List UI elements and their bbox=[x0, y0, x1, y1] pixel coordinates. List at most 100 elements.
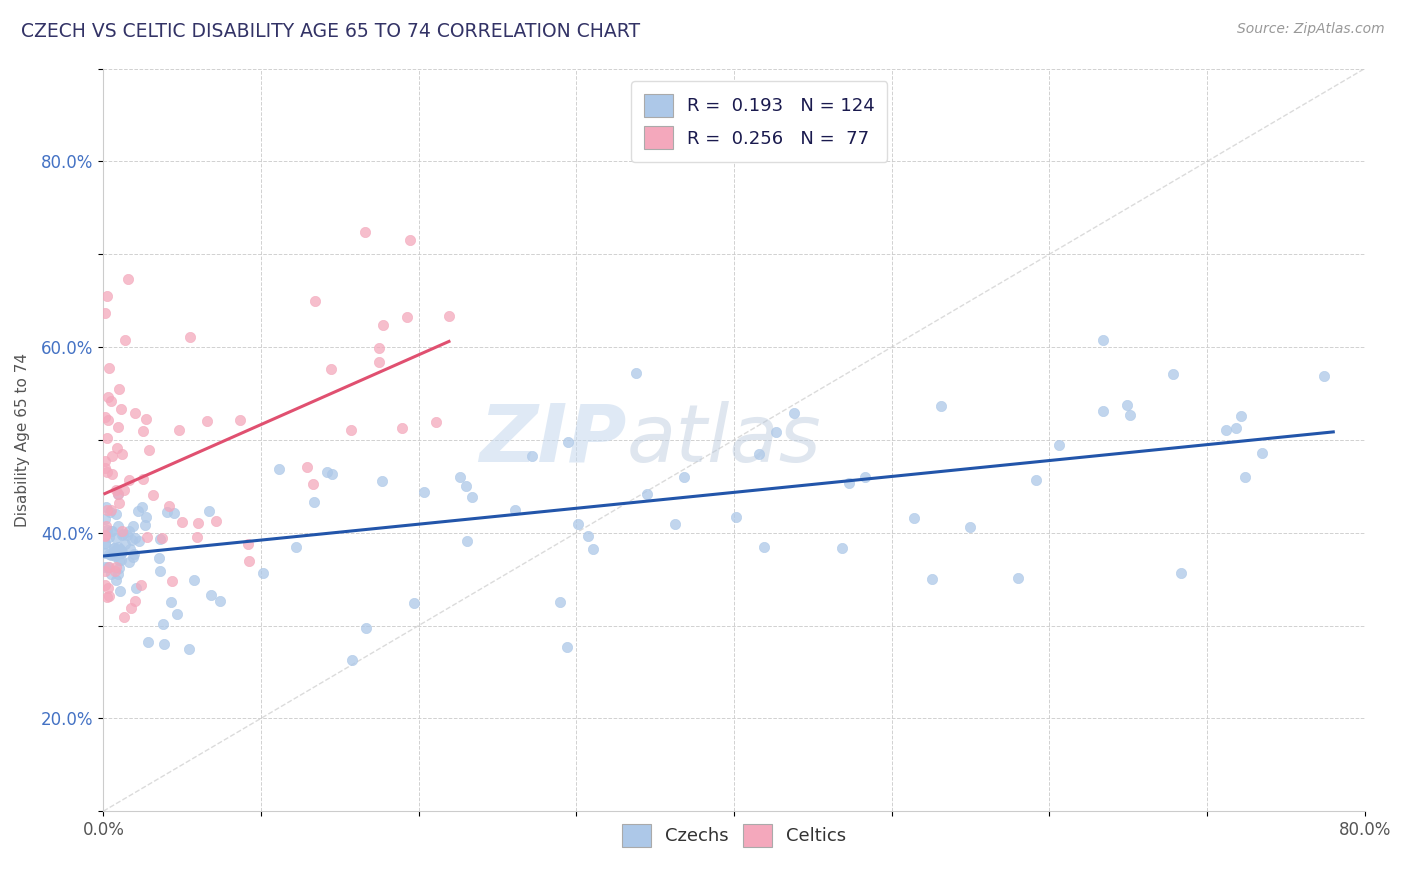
Point bbox=[831, 541, 853, 555]
Point bbox=[129, 578, 152, 592]
Point bbox=[1234, 470, 1257, 484]
Point bbox=[117, 272, 139, 286]
Point bbox=[456, 533, 478, 548]
Point bbox=[152, 636, 174, 650]
Point bbox=[111, 524, 134, 538]
Point bbox=[103, 547, 125, 561]
Text: ZIP: ZIP bbox=[479, 401, 627, 479]
Point bbox=[100, 450, 122, 464]
Point bbox=[321, 362, 343, 376]
Point bbox=[321, 467, 343, 481]
Point bbox=[929, 400, 952, 414]
Point bbox=[110, 553, 132, 567]
Point bbox=[342, 653, 364, 667]
Point bbox=[124, 593, 146, 607]
Point bbox=[94, 461, 117, 475]
Point bbox=[125, 581, 148, 595]
Point bbox=[94, 546, 117, 560]
Point bbox=[134, 518, 156, 533]
Point bbox=[177, 642, 200, 657]
Point bbox=[131, 500, 153, 515]
Point bbox=[636, 486, 658, 500]
Point bbox=[94, 512, 117, 526]
Point bbox=[107, 519, 129, 533]
Point bbox=[135, 412, 157, 426]
Point bbox=[131, 424, 153, 438]
Point bbox=[304, 293, 326, 308]
Point bbox=[114, 483, 136, 498]
Point bbox=[108, 561, 131, 575]
Point bbox=[179, 330, 201, 344]
Point bbox=[748, 446, 770, 460]
Point bbox=[121, 550, 143, 565]
Point bbox=[104, 564, 127, 578]
Point bbox=[624, 366, 647, 380]
Point bbox=[1313, 368, 1336, 383]
Point bbox=[148, 550, 170, 565]
Point bbox=[111, 528, 134, 542]
Point bbox=[1225, 420, 1247, 434]
Point bbox=[285, 540, 308, 554]
Point bbox=[582, 541, 605, 556]
Point bbox=[449, 470, 471, 484]
Point bbox=[98, 505, 121, 519]
Point bbox=[1025, 473, 1047, 487]
Point bbox=[120, 541, 142, 556]
Point bbox=[1251, 446, 1274, 460]
Point bbox=[108, 583, 131, 598]
Point bbox=[97, 530, 120, 544]
Point bbox=[138, 442, 160, 457]
Point bbox=[170, 516, 193, 530]
Point bbox=[100, 567, 122, 582]
Point bbox=[104, 548, 127, 562]
Point bbox=[94, 560, 117, 574]
Point bbox=[302, 494, 325, 508]
Point bbox=[183, 573, 205, 587]
Point bbox=[1170, 566, 1192, 581]
Point bbox=[100, 394, 122, 409]
Point bbox=[104, 560, 127, 574]
Point bbox=[903, 511, 925, 525]
Point bbox=[1119, 408, 1142, 422]
Point bbox=[959, 520, 981, 534]
Point bbox=[555, 640, 578, 655]
Point bbox=[107, 420, 129, 434]
Point bbox=[114, 334, 136, 348]
Point bbox=[461, 490, 484, 504]
Point bbox=[97, 390, 120, 404]
Point bbox=[142, 488, 165, 502]
Point bbox=[107, 487, 129, 501]
Point bbox=[118, 555, 141, 569]
Point bbox=[838, 476, 860, 491]
Point bbox=[94, 453, 117, 467]
Point bbox=[503, 503, 526, 517]
Point bbox=[391, 421, 413, 435]
Point bbox=[107, 487, 129, 501]
Point bbox=[107, 566, 129, 581]
Point bbox=[135, 530, 157, 544]
Point bbox=[167, 423, 190, 437]
Point bbox=[548, 595, 571, 609]
Point bbox=[315, 465, 337, 479]
Point bbox=[118, 473, 141, 487]
Point bbox=[107, 553, 129, 567]
Point bbox=[395, 310, 418, 325]
Point bbox=[120, 601, 142, 615]
Point bbox=[520, 449, 543, 463]
Point bbox=[103, 541, 125, 555]
Point bbox=[160, 595, 183, 609]
Point bbox=[111, 447, 134, 461]
Point bbox=[269, 462, 291, 476]
Point bbox=[1092, 333, 1115, 347]
Point bbox=[413, 485, 436, 500]
Point bbox=[163, 506, 186, 520]
Point bbox=[557, 434, 579, 449]
Point bbox=[1116, 398, 1139, 412]
Point bbox=[94, 578, 117, 592]
Point bbox=[105, 531, 128, 545]
Point bbox=[371, 318, 394, 332]
Text: CZECH VS CELTIC DISABILITY AGE 65 TO 74 CORRELATION CHART: CZECH VS CELTIC DISABILITY AGE 65 TO 74 … bbox=[21, 22, 640, 41]
Point bbox=[100, 503, 122, 517]
Point bbox=[368, 341, 391, 355]
Point bbox=[567, 517, 589, 532]
